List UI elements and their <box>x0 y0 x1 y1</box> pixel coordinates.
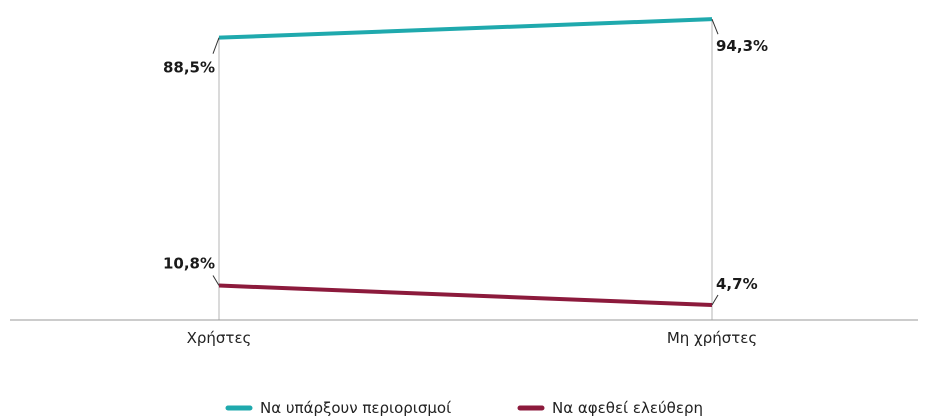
drop-lines <box>218 19 713 320</box>
data-label: 88,5% <box>163 59 215 77</box>
legend: Να υπάρξουν περιορισμοί Να αφεθεί ελεύθερ… <box>225 399 703 417</box>
data-labels: 88,5% 94,3% 10,8% 4,7% <box>163 18 768 306</box>
x-tick-label: Χρήστες <box>187 329 252 347</box>
legend-label: Να υπάρξουν περιορισμοί <box>260 399 451 417</box>
series-line <box>218 17 713 40</box>
label-leader <box>212 275 220 286</box>
legend-label: Να αφεθεί ελεύθερη <box>552 399 703 417</box>
data-label: 94,3% <box>716 37 768 55</box>
x-tick-labels: Χρήστες Μη χρήστες <box>187 329 758 347</box>
label-leader <box>711 18 719 35</box>
label-leader <box>711 294 719 306</box>
series-line <box>218 283 713 308</box>
data-label: 4,7% <box>716 275 758 293</box>
series-lines <box>218 17 713 308</box>
data-label: 10,8% <box>163 255 215 273</box>
x-tick-label: Μη χρήστες <box>667 329 757 347</box>
label-leader <box>212 37 220 54</box>
